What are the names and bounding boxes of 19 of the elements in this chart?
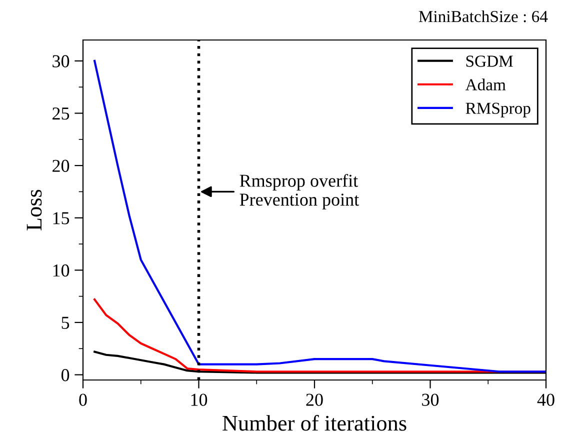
x-tick-label: 40 <box>537 394 554 406</box>
x-tick-label: 0 <box>79 394 87 406</box>
y-tick-label: 0 <box>61 369 70 382</box>
legend-label: RMSprop <box>466 102 530 118</box>
legend-label: Adam <box>465 78 506 90</box>
x-tick-label: 20 <box>306 394 323 406</box>
y-tick-label: 30 <box>52 55 70 68</box>
x-axis-title: Number of iterations <box>222 414 406 431</box>
y-axis-title: Loss <box>26 190 42 230</box>
x-tick-label: 10 <box>191 394 208 406</box>
x-tick-label: 30 <box>422 394 439 406</box>
y-tick-label: 15 <box>53 212 70 224</box>
annotation: Rmsprop overfit Prevention point <box>240 174 360 210</box>
text: MiniBatchSize : 64 <box>418 10 548 22</box>
y-tick-label: 10 <box>53 264 70 277</box>
y-tick-label: 25 <box>52 108 70 120</box>
y-tick-label: 20 <box>52 160 70 172</box>
legend-label: SGDM <box>466 56 513 67</box>
y-tick-label: 5 <box>62 316 70 329</box>
